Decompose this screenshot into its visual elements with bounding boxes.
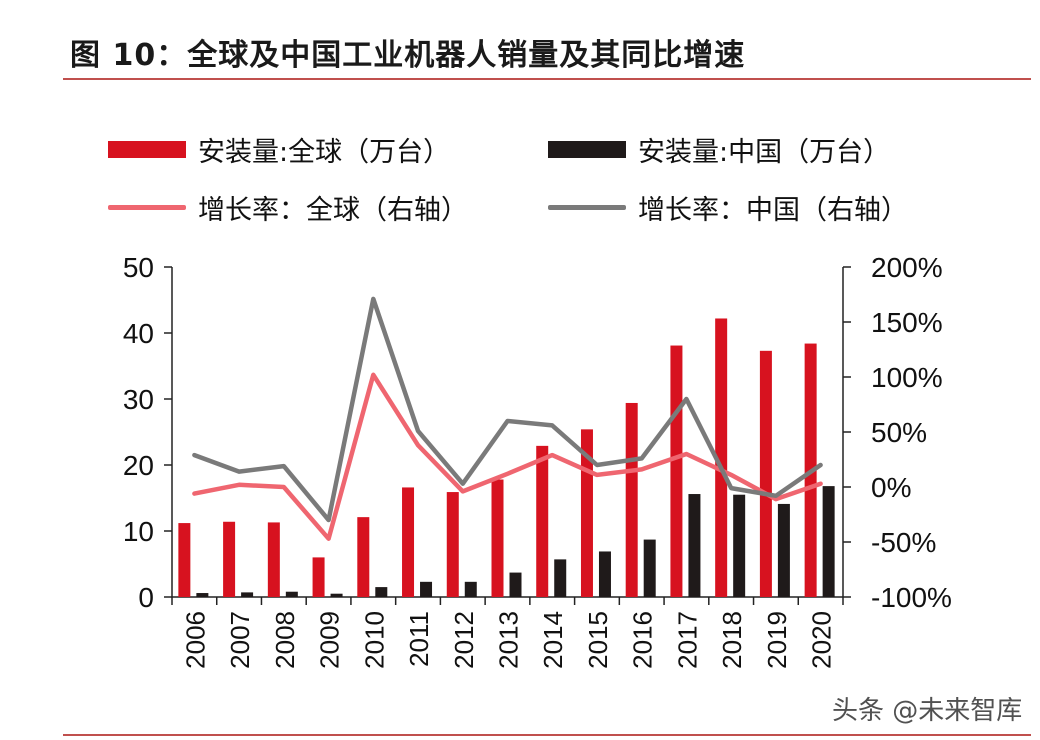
legend-swatch-global-growth	[108, 205, 186, 210]
bar-global-install	[312, 557, 325, 597]
page-title: 图 10：全球及中国工业机器人销量及其同比增速	[70, 38, 746, 73]
x-tick-label: 2020	[807, 611, 837, 669]
y-left-tick-label: 0	[138, 582, 154, 613]
bar-china-install	[598, 551, 611, 597]
bar-global-install	[402, 487, 415, 597]
y-left-tick-label: 20	[123, 450, 154, 481]
bar-china-install	[196, 593, 209, 597]
y-right-tick-label: -50%	[871, 527, 936, 558]
bar-china-install	[777, 503, 790, 597]
y-right-tick-label: 100%	[871, 362, 943, 393]
legend-label-china-growth: 增长率：中国（右轴）	[638, 195, 908, 226]
legend-label-global-growth: 增长率：全球（右轴）	[198, 195, 468, 226]
bar-china-install	[285, 591, 298, 597]
bar-china-install	[464, 581, 477, 597]
x-tick-label: 2019	[762, 611, 792, 669]
bar-china-install	[733, 494, 746, 597]
x-tick-label: 2006	[180, 611, 210, 669]
x-tick-label: 2007	[225, 611, 255, 669]
bar-global-install	[715, 318, 728, 597]
line-global-growth	[192, 372, 823, 541]
bar-china-install	[643, 539, 656, 597]
y-right-tick-label: 0%	[871, 472, 911, 503]
x-tick-label: 2010	[359, 611, 389, 669]
bar-china-install	[241, 592, 254, 597]
bar-global-install	[357, 517, 370, 597]
bar-global-install	[267, 522, 280, 597]
x-tick-label: 2015	[583, 611, 613, 669]
line-china-growth	[192, 296, 823, 523]
y-left-tick-label: 10	[123, 516, 154, 547]
y-left-tick-label: 40	[123, 318, 154, 349]
y-left-tick-label: 30	[123, 384, 154, 415]
legend-swatch-china-growth	[548, 205, 626, 210]
x-tick-label: 2013	[494, 611, 524, 669]
bar-global-install	[670, 345, 683, 597]
bar-global-install	[178, 523, 191, 597]
x-tick-label: 2011	[404, 611, 434, 667]
watermark: 头条 @未来智库	[832, 696, 1023, 726]
x-tick-label: 2016	[628, 611, 658, 669]
bar-china-install	[554, 559, 567, 597]
bar-global-install	[446, 492, 459, 597]
bottom-divider	[63, 734, 1031, 736]
legend-label-china-install: 安装量:中国（万台）	[638, 137, 891, 168]
legend-item-global-growth: 增长率：全球（右轴）	[108, 188, 468, 227]
legend-item-global-install: 安装量:全球（万台）	[108, 130, 450, 169]
bar-global-install	[536, 445, 549, 597]
x-tick-label: 2017	[672, 611, 702, 669]
x-tick-label: 2014	[538, 611, 568, 669]
bar-global-install	[491, 479, 504, 597]
legend-item-china-install: 安装量:中国（万台）	[548, 130, 890, 169]
bar-global-install	[223, 521, 236, 597]
y-right-tick-label: 50%	[871, 417, 927, 448]
bar-china-install	[330, 593, 343, 597]
bar-china-install	[375, 587, 388, 597]
bar-china-install	[420, 581, 433, 597]
y-right-tick-label: 200%	[871, 252, 943, 283]
legend-swatch-china-install	[548, 141, 626, 158]
bar-china-install	[822, 486, 835, 597]
legend-label-global-install: 安装量:全球（万台）	[198, 137, 451, 168]
y-right-tick-label: -100%	[871, 582, 952, 613]
y-right-tick-label: 150%	[871, 307, 943, 338]
x-tick-label: 2012	[449, 611, 479, 669]
x-tick-label: 2018	[717, 611, 747, 669]
bar-china-install	[688, 494, 701, 597]
bar-global-install	[759, 350, 772, 597]
x-tick-label: 2008	[270, 611, 300, 669]
x-tick-label: 2009	[315, 611, 345, 669]
legend-swatch-global-install	[108, 141, 186, 158]
bar-global-install	[625, 402, 638, 597]
legend-item-china-growth: 增长率：中国（右轴）	[548, 188, 908, 227]
y-left-tick-label: 50	[123, 252, 154, 283]
title-divider	[63, 78, 1031, 80]
bar-china-install	[509, 572, 522, 597]
